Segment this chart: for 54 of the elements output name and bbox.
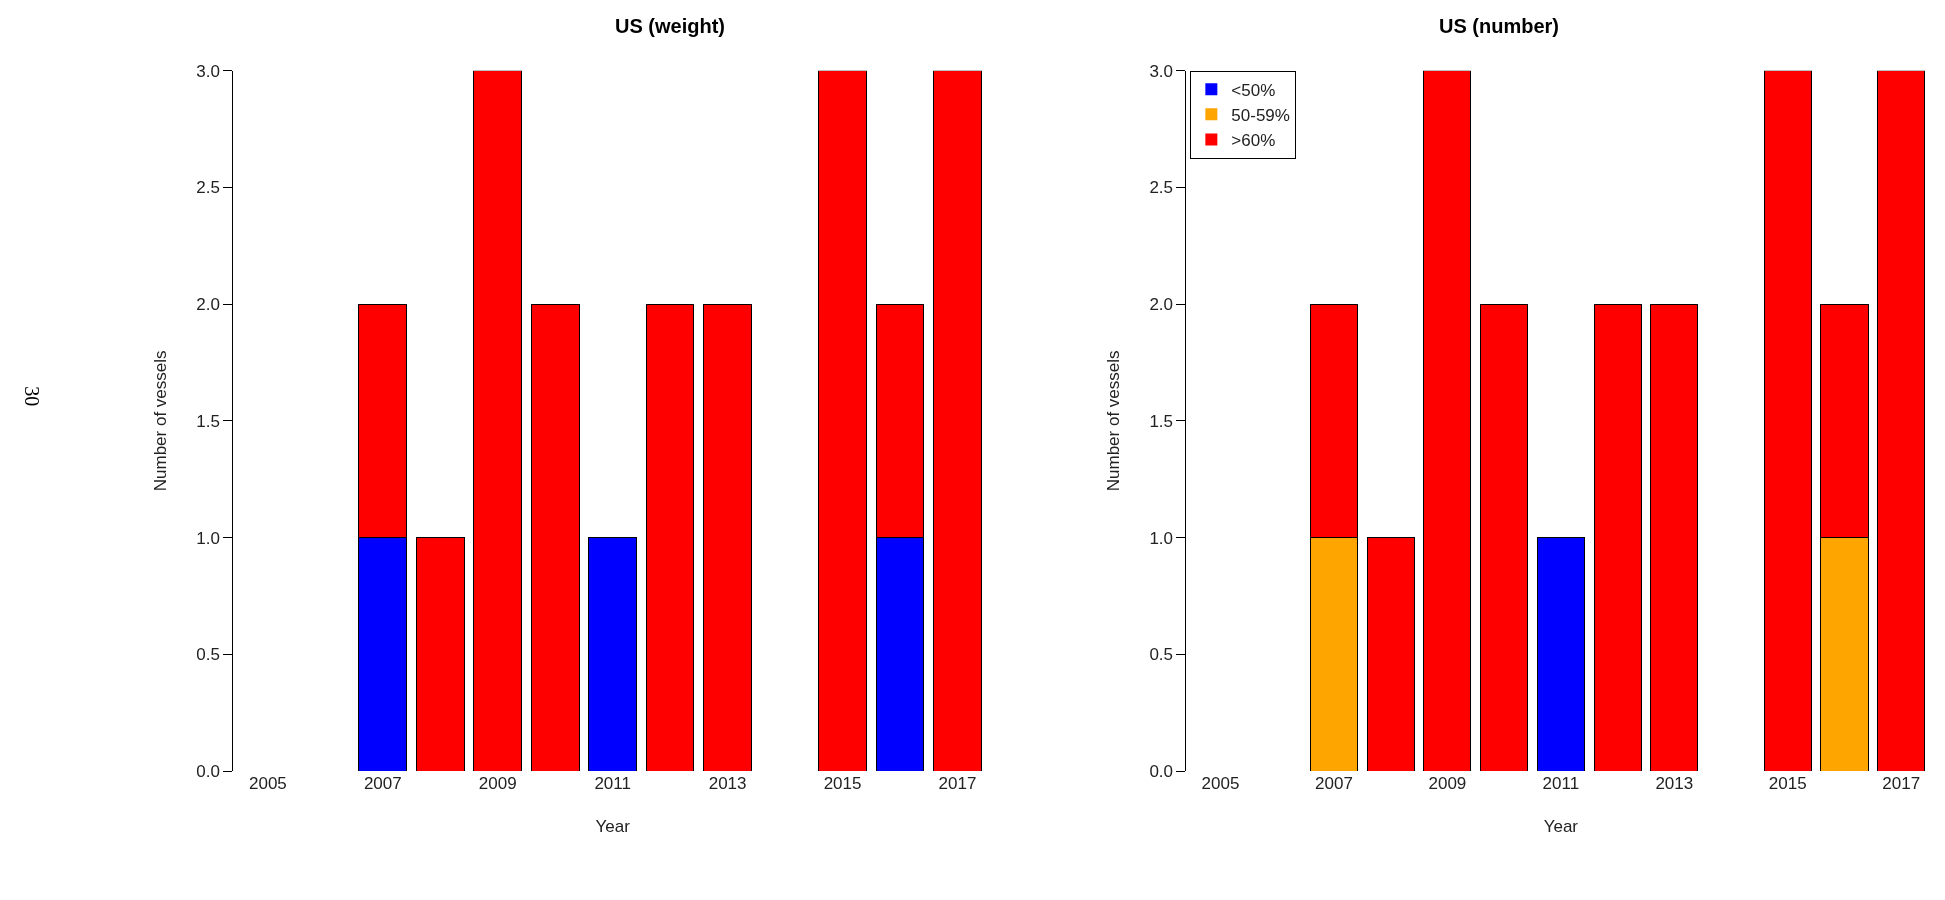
y-tick-label: 0.5 [196,645,220,665]
bar [1877,70,1926,772]
bar [1423,70,1472,772]
text: 30 [21,386,44,407]
y-tick-label: 0.0 [1149,762,1174,782]
x-tick-label: 2015 [1768,774,1807,794]
bar [415,537,465,772]
legend-label: 50-59% [1231,105,1290,125]
y-tick-label: 1.0 [1149,528,1174,548]
bar [1763,70,1812,772]
x-tick-label: 2015 [823,774,862,794]
chart-title: US (weight) [615,15,725,37]
bar [933,70,982,772]
bar [703,303,752,772]
bar [1366,537,1415,772]
x-tick-label: 2013 [1655,774,1694,794]
legend-label: <50% [1231,80,1276,100]
bar [645,303,695,772]
bar [1536,537,1585,772]
y-tick-label: 2.0 [196,295,220,315]
y-tick-label: 2.0 [1149,295,1174,315]
bar [588,537,638,772]
y-tick-label: 2.5 [196,178,220,198]
x-tick-label: 2011 [594,774,631,794]
bar [1650,303,1699,772]
x-tick-label: 2013 [708,774,747,794]
x-tick-label: 2005 [1201,774,1240,794]
bar [1593,303,1642,772]
y-tick-label: 0.5 [1149,645,1174,665]
y-tick-label: 2.5 [1149,178,1174,198]
bar [530,303,580,772]
y-axis-title: Number of vessels [1103,350,1123,492]
x-tick-label: 2007 [1315,774,1353,794]
bar [1480,303,1529,772]
y-tick-label: 3.0 [196,61,220,81]
x-tick-label: 2017 [938,774,977,794]
y-tick-label: 1.0 [196,528,220,548]
y-axis-title: Number of vessels [150,350,170,492]
bar [818,70,867,772]
x-axis-title: Year [1543,817,1579,837]
x-tick-label: 2007 [363,774,402,794]
x-tick-label: 2017 [1882,774,1921,794]
y-tick-label: 3.0 [1149,61,1174,81]
x-tick-label: 2005 [248,774,287,794]
x-tick-label: 2009 [478,774,517,794]
y-tick-label: 0.0 [196,762,220,782]
chart-title: US (number) [1439,15,1559,37]
x-tick-label: 2009 [1428,774,1467,794]
y-tick-label: 1.5 [1149,411,1174,431]
legend-label: >60% [1231,131,1276,151]
bar [473,70,523,772]
x-tick-label: 2011 [1542,774,1580,794]
x-axis-title: Year [595,817,631,837]
y-tick-label: 1.5 [196,411,220,431]
